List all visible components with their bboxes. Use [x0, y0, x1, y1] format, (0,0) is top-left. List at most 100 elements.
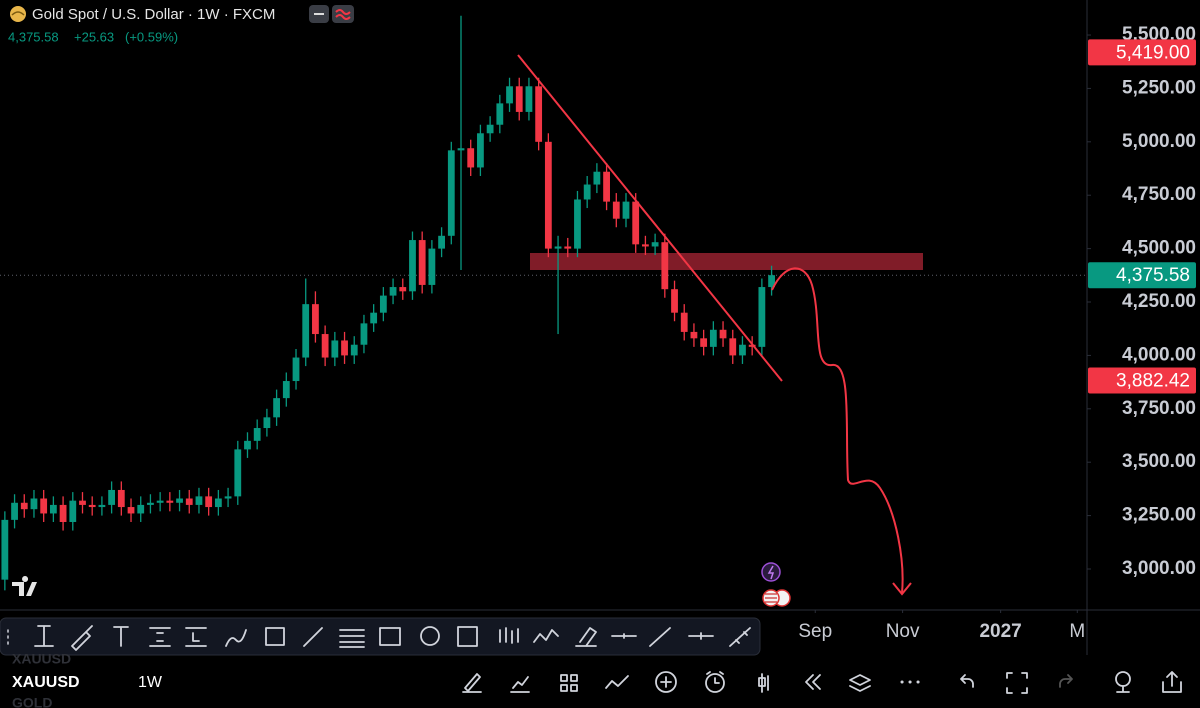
price-change: +25.63 — [74, 29, 114, 44]
btn-fullscreen[interactable] — [1006, 672, 1028, 694]
candle-body — [768, 275, 775, 288]
candle-body — [661, 242, 669, 290]
candle-body — [506, 86, 513, 104]
candle-body — [79, 500, 86, 505]
btn-layout[interactable] — [560, 674, 578, 692]
tool-eraser[interactable] — [575, 627, 597, 647]
candle-body — [282, 381, 290, 399]
candle-body — [418, 240, 426, 285]
y-tick-label: 3,250.00 — [1122, 505, 1196, 526]
candle-body — [515, 86, 523, 112]
y-tick-label: 3,500.00 — [1122, 451, 1196, 472]
candle-body — [137, 504, 145, 514]
y-tick-label: 4,250.00 — [1122, 291, 1196, 312]
symbol-button[interactable]: XAUUSD — [12, 674, 80, 691]
btn-objects[interactable] — [849, 674, 871, 692]
bottom-toolbar — [462, 671, 1182, 694]
tool-brush[interactable] — [71, 625, 93, 651]
resistance-zone[interactable] — [530, 253, 923, 270]
btn-compare[interactable] — [605, 675, 629, 689]
candles — [1, 15, 775, 591]
price-change-percent: (+0.59%) — [125, 29, 178, 44]
candle-body — [11, 502, 18, 520]
candle-body — [49, 504, 57, 514]
candle-body — [321, 334, 329, 358]
tool-parallel[interactable] — [339, 629, 365, 648]
price-marker — [1088, 262, 1196, 289]
candle-body — [583, 184, 591, 200]
tool-measure[interactable] — [457, 626, 478, 647]
interval-button[interactable]: 1W — [138, 674, 163, 691]
btn-add[interactable] — [655, 671, 677, 693]
candle-body — [224, 496, 232, 499]
tool-text[interactable] — [113, 626, 129, 647]
btn-indicators-chart[interactable] — [510, 676, 530, 693]
btn-draw[interactable] — [462, 673, 482, 693]
btn-chart-type[interactable] — [758, 673, 769, 693]
symbol-logo — [10, 6, 26, 22]
candle-body — [496, 103, 504, 125]
candle-body — [709, 329, 717, 347]
candle-body — [671, 289, 678, 313]
trend-line[interactable] — [517, 54, 783, 382]
y-tick-label: 4,000.00 — [1122, 344, 1196, 365]
y-tick-label: 3,750.00 — [1122, 398, 1196, 419]
candle-body — [642, 244, 649, 247]
candle-body — [244, 440, 251, 450]
candle-body — [739, 344, 746, 356]
candle-body — [166, 500, 174, 503]
candle-body — [438, 235, 445, 249]
chart-title[interactable]: Gold Spot / U.S. Dollar · 1W · FXCM — [32, 6, 275, 23]
candle-body — [544, 141, 552, 249]
candle-body — [622, 201, 630, 219]
candle-body — [253, 428, 261, 441]
tool-ray[interactable] — [649, 627, 671, 647]
btn-share[interactable] — [1162, 671, 1182, 693]
candle-body — [651, 242, 659, 247]
tool-pattern[interactable] — [533, 629, 559, 643]
event-icon[interactable] — [761, 562, 781, 582]
candle-body — [554, 246, 562, 249]
candle-body — [719, 329, 727, 339]
tool-line[interactable] — [303, 627, 323, 647]
drawing-tools — [7, 625, 751, 651]
btn-redo[interactable] — [1059, 674, 1073, 688]
symbol-logo-mark — [11, 11, 25, 16]
tool-trend-angle[interactable] — [729, 627, 751, 647]
candle-body — [127, 507, 135, 514]
candle-body — [574, 199, 581, 249]
price-marker-label: 4,375.58 — [1116, 265, 1190, 286]
tool-image[interactable] — [379, 627, 401, 646]
candle-body — [350, 344, 358, 356]
candle-body — [273, 398, 280, 418]
forecast-path[interactable] — [771, 267, 904, 594]
candle-body — [428, 248, 436, 285]
candle-body — [176, 498, 183, 503]
tool-path[interactable] — [225, 629, 247, 647]
btn-alert[interactable] — [705, 673, 725, 693]
candle-body — [98, 504, 106, 508]
candle-body — [147, 502, 154, 505]
tool-bars[interactable] — [499, 627, 519, 644]
candle-body — [729, 338, 737, 356]
candle-body — [59, 504, 67, 523]
status-icon[interactable] — [332, 5, 354, 23]
candle-body — [20, 502, 28, 510]
candle-body — [185, 498, 193, 505]
candle-body — [564, 246, 572, 249]
btn-undo[interactable] — [960, 674, 974, 688]
tool-circle[interactable] — [420, 626, 440, 646]
tool-fib[interactable] — [149, 627, 171, 647]
tool-cursor[interactable] — [34, 625, 54, 647]
y-tick-label: 3,000.00 — [1122, 558, 1196, 579]
tool-crossline[interactable] — [688, 632, 714, 640]
candle-body — [234, 449, 242, 497]
tool-gann[interactable] — [185, 627, 207, 647]
btn-replay[interactable] — [805, 674, 821, 690]
flag-stripes — [765, 593, 777, 603]
tradingview-logo — [12, 576, 37, 596]
tool-rectangle[interactable] — [265, 627, 285, 646]
candle-body — [690, 331, 698, 339]
tool-hline[interactable] — [611, 633, 637, 639]
candle-body — [447, 150, 455, 236]
